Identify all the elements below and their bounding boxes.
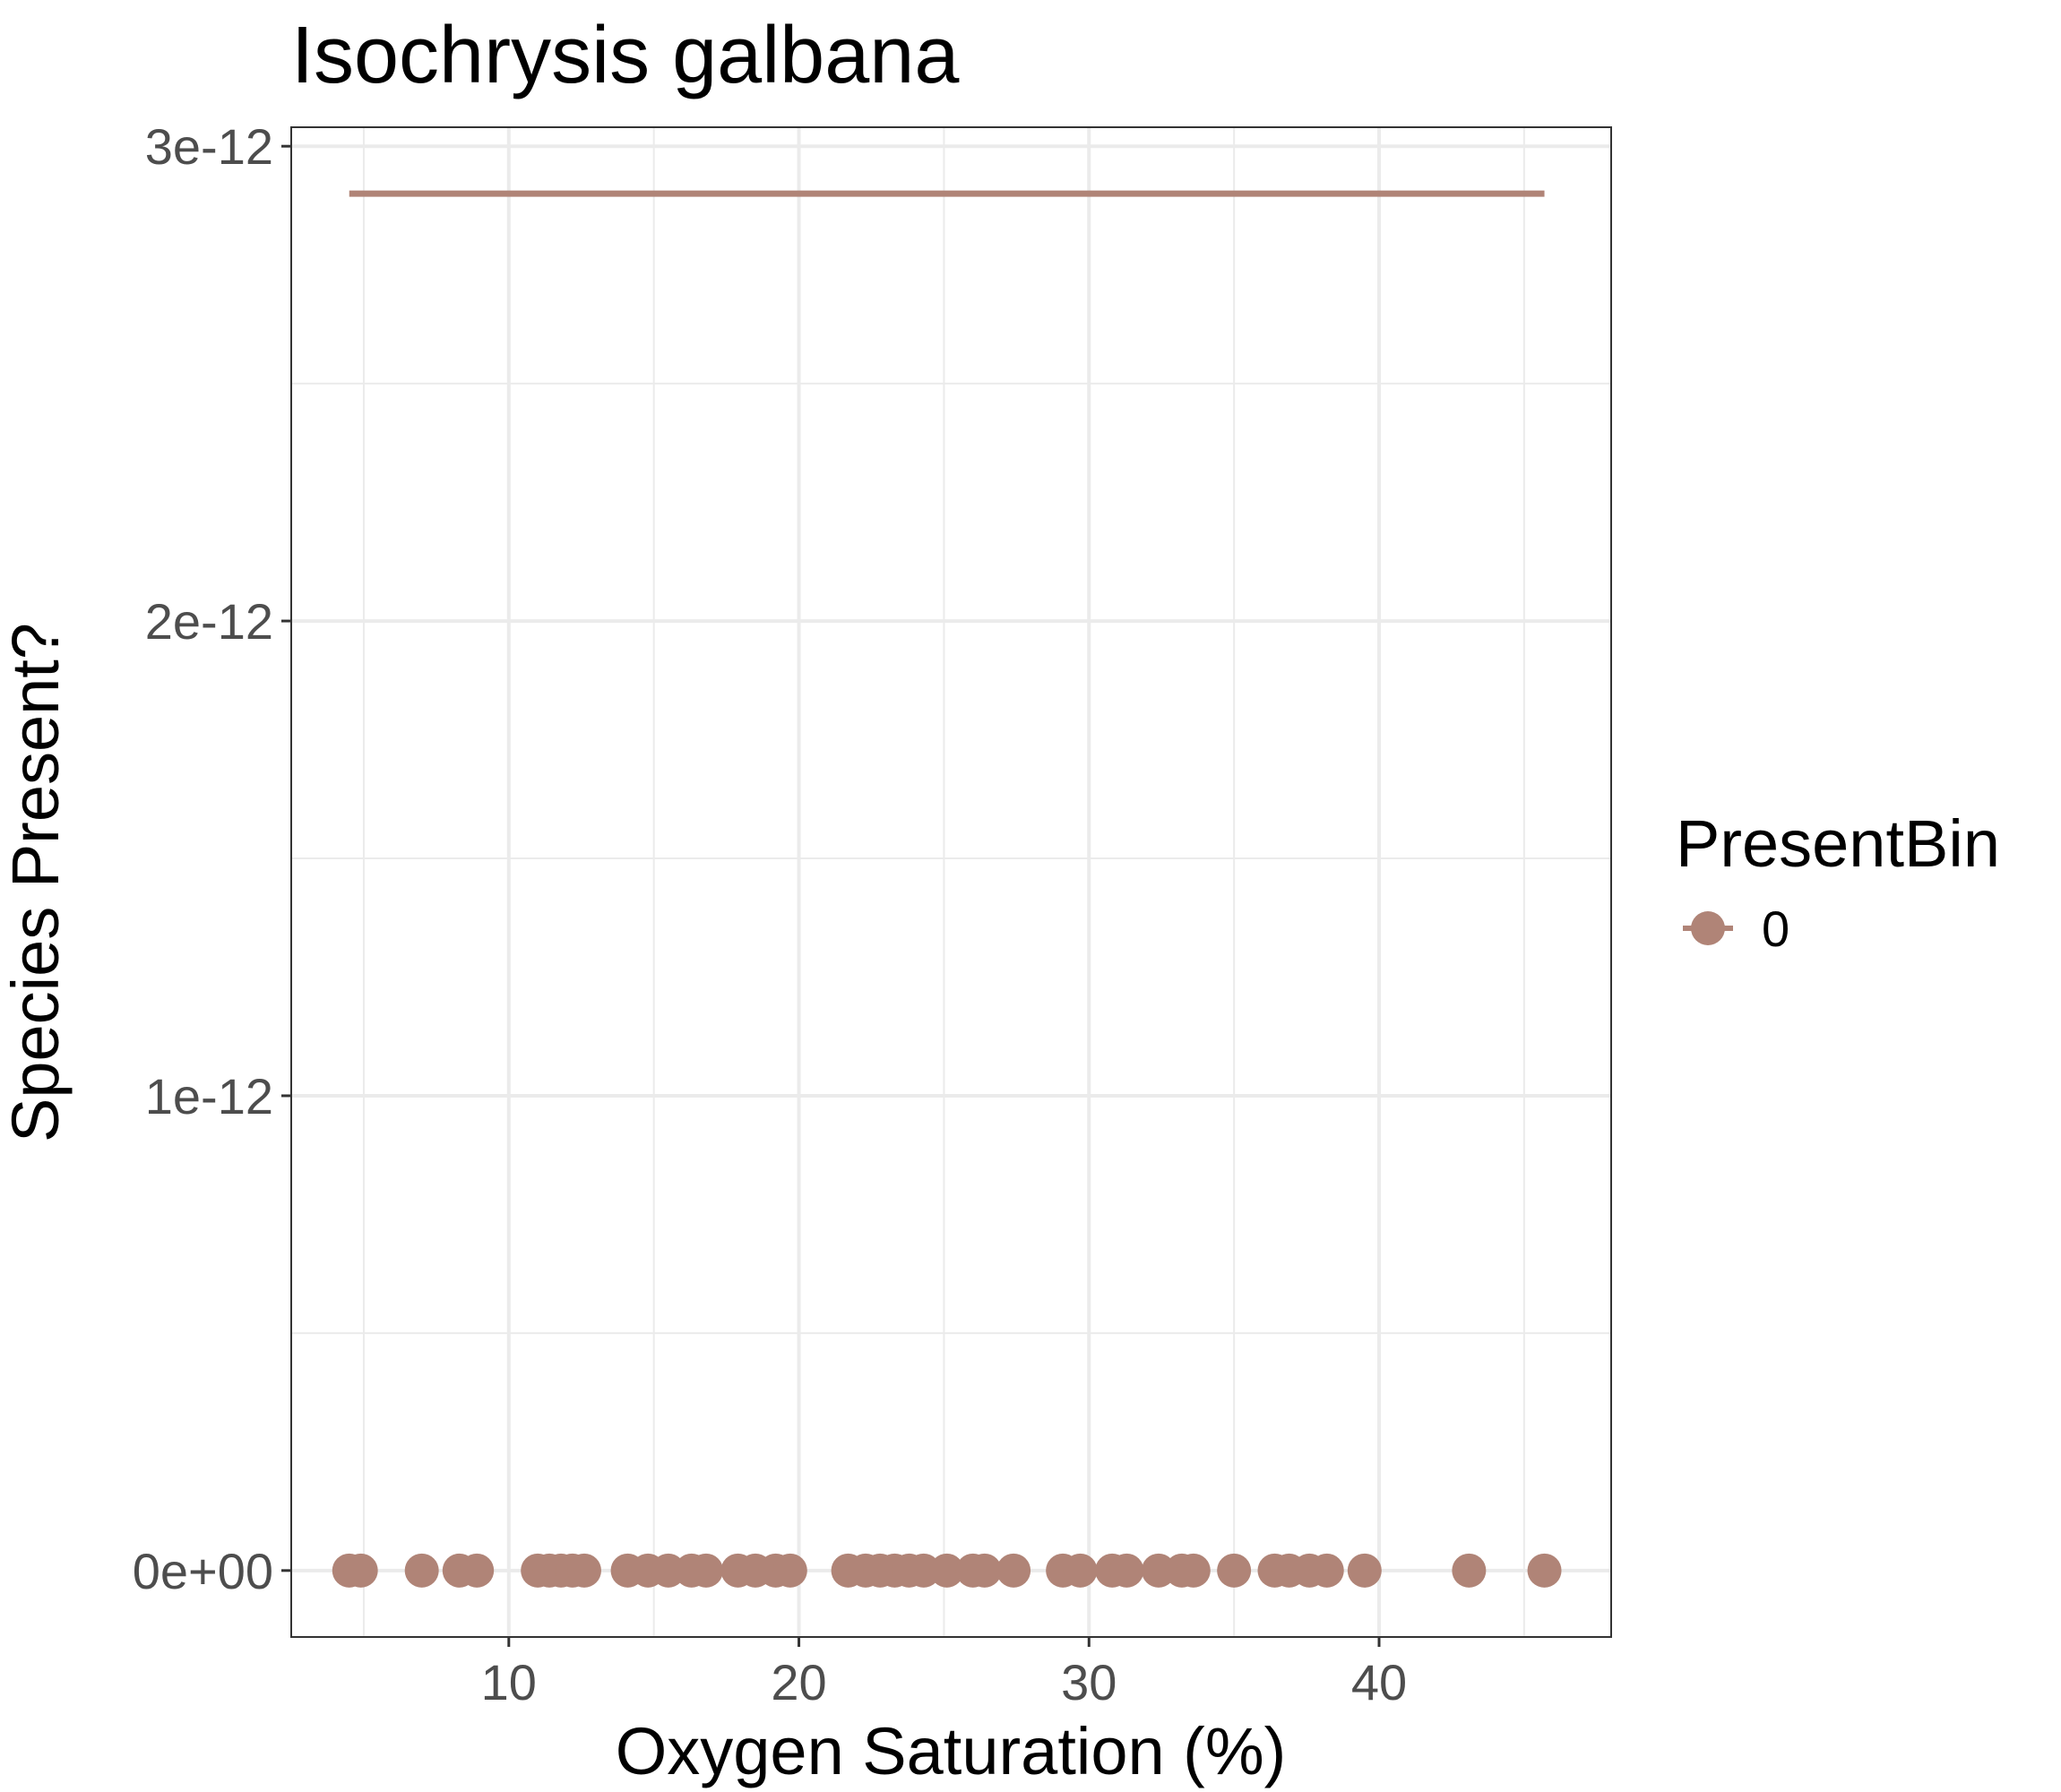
grid <box>291 127 1611 1637</box>
data-point <box>1217 1553 1252 1588</box>
data-point <box>566 1553 601 1588</box>
series-layer <box>332 190 1562 1588</box>
legend-title: PresentBin <box>1676 806 2000 881</box>
data-point <box>772 1553 807 1588</box>
x-tick-label: 40 <box>1351 1654 1407 1710</box>
y-axis-title: Species Present? <box>0 623 73 1142</box>
data-point <box>929 1553 964 1588</box>
x-axis-ticks: 10 20 30 40 <box>481 1637 1407 1710</box>
y-axis-ticks: 0e+00 1e-12 2e-12 3e-12 <box>133 118 291 1599</box>
data-point <box>1347 1553 1382 1588</box>
x-tick-label: 30 <box>1061 1654 1117 1710</box>
legend-entry-label: 0 <box>1762 900 1789 957</box>
x-axis-title: Oxygen Saturation (%) <box>616 1714 1287 1788</box>
legend-key-point <box>1691 911 1725 945</box>
data-point <box>1527 1553 1562 1588</box>
data-point <box>1452 1553 1487 1588</box>
legend: PresentBin 0 <box>1676 806 2000 957</box>
y-tick-label: 0e+00 <box>133 1543 273 1599</box>
y-tick-label: 1e-12 <box>145 1068 273 1124</box>
data-point <box>343 1553 378 1588</box>
chart-title: Isochrysis galbana <box>291 11 960 100</box>
data-point <box>1109 1553 1144 1588</box>
x-tick-label: 20 <box>771 1654 826 1710</box>
data-point <box>404 1553 439 1588</box>
data-point <box>1176 1553 1211 1588</box>
x-tick-label: 10 <box>481 1654 537 1710</box>
data-point <box>1063 1553 1098 1588</box>
plot-panel-border <box>290 126 1612 1638</box>
data-point <box>460 1553 495 1588</box>
data-point <box>1309 1553 1344 1588</box>
y-tick-label: 3e-12 <box>145 118 273 175</box>
data-point <box>996 1553 1031 1588</box>
data-point <box>688 1553 723 1588</box>
data-point <box>967 1553 1002 1588</box>
y-tick-label: 2e-12 <box>145 593 273 650</box>
